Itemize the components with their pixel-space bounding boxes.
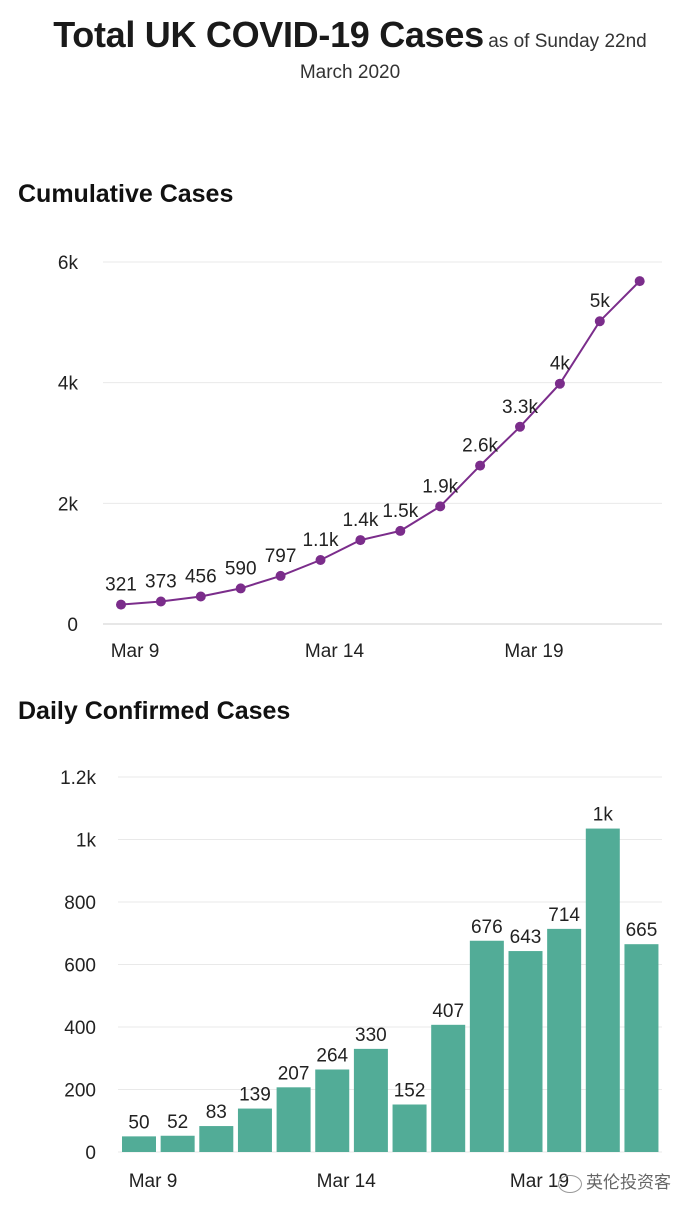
data-label: 714 [548,905,580,926]
y-tick-label: 4k [58,374,79,395]
data-label: 643 [510,927,542,948]
data-point [594,316,605,327]
page-title: Total UK COVID-19 Cases [53,14,484,55]
bar [392,1104,427,1152]
bar [585,828,620,1152]
data-label: 152 [394,1081,426,1102]
x-tick-label: Mar 9 [111,641,160,662]
bar [199,1126,234,1152]
data-label: 1k [593,805,614,826]
data-label: 83 [206,1102,227,1123]
cumulative-cases-chart: 0 2k 4k 6k Mar 9 Mar 14 Mar 19 321 373 456 590 797 1… [58,253,662,662]
y-tick-label: 1.2k [60,768,96,789]
data-point [315,554,326,565]
series-line [120,280,641,606]
data-label: 1.9k [422,476,458,497]
y-tick-label: 6k [58,253,79,274]
bar [160,1135,195,1152]
bar [469,940,504,1152]
data-label: 264 [316,1046,348,1067]
data-label: 797 [265,546,297,567]
data-label: 407 [432,1001,464,1022]
data-label: 2.6k [462,436,498,457]
data-label: 456 [185,566,217,587]
data-label: 665 [626,920,658,941]
bar [508,951,543,1152]
daily-cases-chart: 0 200 400 600 800 1k 1.2k 50 52 83 139 207 264 330 152… [60,768,662,1192]
y-tick-label: 0 [85,1143,96,1164]
y-tick-label: 600 [64,956,96,977]
y-tick-label: 1k [76,831,97,852]
data-label: 4k [550,354,571,375]
data-label: 207 [278,1063,310,1084]
y-tick-label: 800 [64,893,96,914]
data-point [155,596,166,607]
daily-chart-title: Daily Confirmed Cases [18,697,291,725]
cumulative-chart-title: Cumulative Cases [18,180,234,208]
watermark-text: 英伦投资客 [586,1173,671,1192]
x-tick-label: Mar 9 [129,1171,178,1192]
data-label: 50 [128,1112,149,1133]
data-point [634,276,645,287]
data-label: 3.3k [502,397,538,418]
x-tick-label: Mar 19 [504,641,563,662]
bar [353,1048,388,1152]
data-label: 52 [167,1112,188,1133]
data-label: 321 [105,575,137,596]
data-label: 1.4k [342,510,378,531]
bar [237,1108,272,1152]
data-point [235,583,246,594]
data-label: 5k [590,291,611,312]
data-point [554,378,565,389]
wechat-icon [558,1174,582,1193]
bar [624,944,659,1152]
title-line: Total UK COVID-19 Cases as of Sunday 22n… [0,14,700,56]
bar [276,1087,311,1152]
x-tick-label: Mar 14 [317,1171,377,1192]
page-subtitle-part1: as of Sunday 22nd [488,31,647,52]
data-point [395,525,406,536]
watermark: 英伦投资客 [558,1168,671,1193]
data-point [116,599,126,610]
bar [547,928,582,1152]
page-header: Total UK COVID-19 Cases as of Sunday 22n… [0,14,700,84]
data-point [195,591,206,602]
bar [315,1069,350,1152]
data-point [435,501,446,512]
bar [122,1136,156,1152]
x-tick-label: Mar 14 [305,641,365,662]
data-point [355,535,366,546]
data-point [275,570,286,581]
y-tick-label: 0 [67,615,78,636]
y-tick-label: 400 [64,1018,96,1039]
y-tick-label: 2k [58,494,79,515]
data-point [515,421,525,432]
x-tick-label: Mar 19 [510,1171,569,1192]
data-label: 1.5k [382,501,418,522]
data-label: 330 [355,1025,387,1046]
y-tick-label: 200 [64,1081,96,1102]
data-label: 373 [145,571,177,592]
data-point [475,460,486,471]
data-label: 676 [471,917,503,938]
data-label: 590 [225,558,257,579]
data-label: 1.1k [303,530,339,551]
bar [431,1024,466,1152]
data-label: 139 [239,1085,271,1106]
page-subtitle-part2: March 2020 [299,62,401,83]
